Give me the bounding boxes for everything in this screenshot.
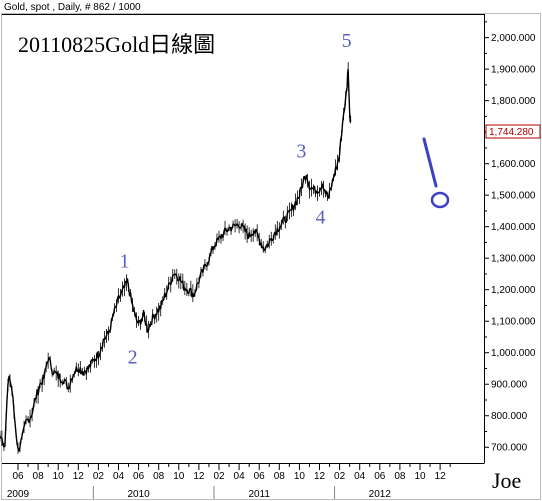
- x-year-label: 2010: [127, 489, 150, 500]
- y-tick-label: 700.000: [491, 443, 528, 454]
- chart-header-info: Gold, spot , Daily, # 862 / 1000: [4, 2, 141, 13]
- x-tick-label: 08: [274, 471, 286, 482]
- x-axis: 06 08 10 12 02 04 06 08 10 12 02 04 06 08 10 12 02 04 06 08…: [7, 463, 451, 500]
- y-tick-label: 1,600.000: [491, 159, 536, 170]
- x-tick-label: 12: [73, 471, 85, 482]
- x-year-label: 2011: [248, 489, 270, 500]
- x-tick-label: 02: [334, 471, 346, 482]
- x-tick-label: 02: [213, 471, 225, 482]
- wave-label: 1: [120, 251, 130, 273]
- chart-frame: [1, 13, 541, 500]
- x-tick-label: 04: [113, 471, 125, 482]
- y-axis: 700.000 800.000 900.000 1,000.000 1,100.000 1…: [484, 21, 536, 454]
- x-tick-label: 06: [254, 471, 266, 482]
- x-tick-label: 04: [234, 471, 246, 482]
- x-tick-label: 02: [93, 471, 105, 482]
- wave-label: 5: [342, 30, 352, 52]
- x-tick-label: 08: [33, 471, 45, 482]
- target-circle: [430, 191, 450, 209]
- author-signature: Joe: [492, 468, 521, 493]
- x-tick-label: 08: [394, 471, 406, 482]
- forecast-line: [422, 137, 438, 188]
- x-tick-label: 10: [294, 471, 306, 482]
- x-tick-label: 12: [193, 471, 205, 482]
- current-price-marker: 1,744.280: [485, 124, 541, 139]
- x-year-label: 2012: [369, 489, 392, 500]
- x-tick-label: 10: [414, 471, 426, 482]
- current-price-label: 1,744.280: [489, 127, 534, 138]
- y-tick-label: 800.000: [491, 411, 528, 422]
- wave-label: 4: [316, 207, 326, 229]
- y-tick-label: 2,000.000: [491, 33, 536, 44]
- y-tick-label: 1,000.000: [491, 348, 536, 359]
- x-tick-label: 04: [354, 471, 366, 482]
- price-series: [0, 62, 352, 454]
- wave-label: 3: [296, 140, 306, 162]
- y-tick-label: 1,800.000: [491, 96, 536, 107]
- y-tick-label: 900.000: [491, 380, 528, 391]
- y-tick-label: 1,400.000: [491, 222, 536, 233]
- x-tick-label: 12: [435, 471, 447, 482]
- price-line: [0, 68, 352, 452]
- chart-title: 20110825Gold日線圖: [18, 32, 215, 57]
- x-tick-label: 06: [133, 471, 145, 482]
- wave-label: 2: [128, 347, 138, 369]
- x-tick-label: 08: [153, 471, 165, 482]
- x-year-label: 2009: [7, 489, 30, 500]
- x-tick-label: 10: [173, 471, 185, 482]
- y-tick-label: 1,300.000: [491, 254, 536, 265]
- y-tick-label: 1,900.000: [491, 65, 536, 76]
- y-tick-label: 1,100.000: [491, 317, 536, 328]
- x-tick-label: 06: [12, 471, 24, 482]
- x-tick-label: 06: [374, 471, 386, 482]
- y-tick-label: 1,200.000: [491, 285, 536, 296]
- wave-labels: 1 2 3 4 5: [120, 30, 352, 369]
- x-tick-label: 12: [314, 471, 326, 482]
- forecast-annotation: [422, 137, 450, 209]
- y-tick-label: 1,500.000: [491, 191, 536, 202]
- x-tick-label: 10: [53, 471, 65, 482]
